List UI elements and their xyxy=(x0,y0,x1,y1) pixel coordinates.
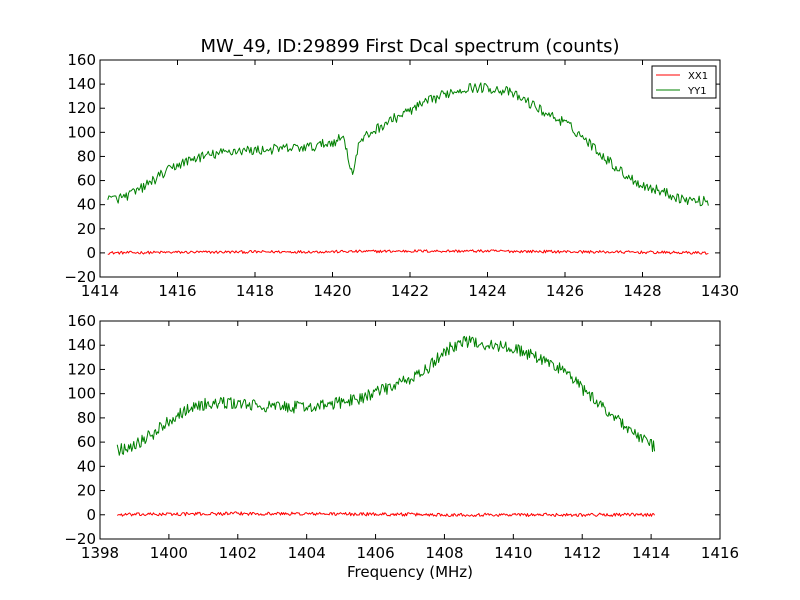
legend-label: YY1 xyxy=(687,86,707,97)
y-tick-label: 160 xyxy=(67,312,96,330)
x-tick-label: 1400 xyxy=(150,544,188,562)
y-tick-label: 140 xyxy=(67,75,96,93)
x-tick-label: 1414 xyxy=(632,544,670,562)
plot-frame xyxy=(99,320,721,540)
x-tick-label: 1412 xyxy=(563,544,601,562)
x-tick-label: 1428 xyxy=(623,282,661,300)
y-tick-label: 140 xyxy=(67,336,96,354)
y-tick-label: 60 xyxy=(77,172,96,190)
x-tick-label: 1410 xyxy=(494,544,532,562)
y-tick-label: 80 xyxy=(77,409,96,427)
legend-label: XX1 xyxy=(688,71,708,82)
y-tick-label: 80 xyxy=(77,147,96,165)
x-axis-label: Frequency (MHz) xyxy=(347,563,473,581)
x-tick-label: 1430 xyxy=(701,282,739,300)
x-tick-label: 1418 xyxy=(236,282,274,300)
y-tick-label: −20 xyxy=(64,530,96,548)
legend-box xyxy=(651,65,717,99)
top-spectrum-chart: 1414 1416 1418 1420 1422 1424 1426 1428 1430 −20 0… xyxy=(64,51,739,300)
x-tick-label: 1404 xyxy=(288,544,326,562)
y-tick-label: 20 xyxy=(77,220,96,238)
x-tick-label: 1406 xyxy=(356,544,394,562)
y-tick-label: 100 xyxy=(67,123,96,141)
x-tick-label: 1414 xyxy=(81,282,119,300)
y-tick-label: 20 xyxy=(77,482,96,500)
x-tick-label: 1416 xyxy=(701,544,739,562)
yy1-series-line xyxy=(107,82,709,207)
y-tick-label: 40 xyxy=(77,457,96,475)
y-tick-label: 100 xyxy=(67,385,96,403)
x-tick-label: 1422 xyxy=(391,282,429,300)
x-tick-label: 1416 xyxy=(158,282,196,300)
x-tick-label: 1398 xyxy=(81,544,119,562)
x-tick-label: 1420 xyxy=(313,282,351,300)
xx1-series-line xyxy=(116,511,655,517)
y-tick-label: 120 xyxy=(67,360,96,378)
x-tick-label: 1424 xyxy=(468,282,506,300)
x-tick-label: 1426 xyxy=(546,282,584,300)
y-tick-label: 60 xyxy=(77,433,96,451)
yy1-series-line xyxy=(116,335,656,456)
x-tick-label: 1408 xyxy=(425,544,463,562)
bottom-spectrum-chart: 1398 1400 1402 1404 1406 1408 1410 1412 1414 1416… xyxy=(64,312,739,562)
y-tick-label: 120 xyxy=(67,99,96,117)
y-tick-label: −20 xyxy=(64,268,96,286)
y-tick-label: 40 xyxy=(77,196,96,214)
x-tick-label: 1402 xyxy=(219,544,257,562)
y-tick-label: 160 xyxy=(67,51,96,69)
y-tick-label: 0 xyxy=(86,244,96,262)
y-tick-label: 0 xyxy=(86,506,96,524)
chart-title: MW_49, ID:29899 First Dcal spectrum (cou… xyxy=(200,36,619,57)
xx1-series-line xyxy=(107,249,709,255)
